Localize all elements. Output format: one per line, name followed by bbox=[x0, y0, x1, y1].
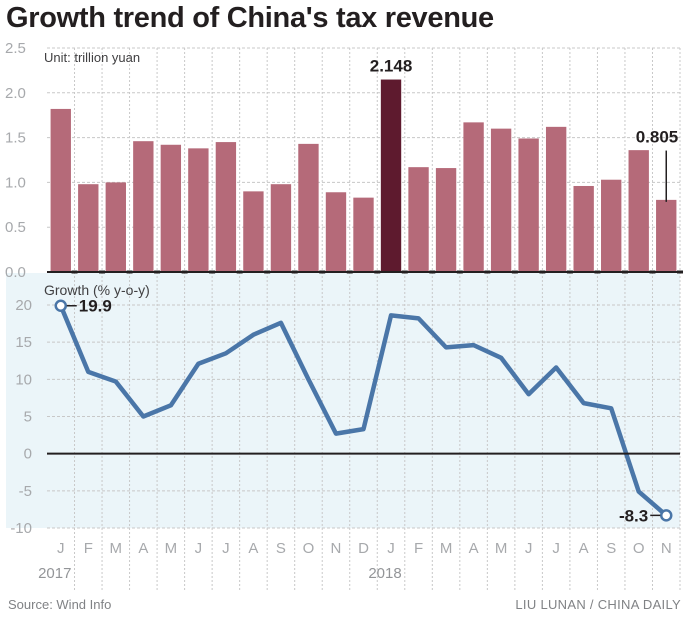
bar bbox=[545, 126, 567, 273]
x-month-label: A bbox=[138, 540, 148, 557]
x-year-label: 2018 bbox=[368, 565, 401, 582]
growth-label: Growth (% y-o-y) bbox=[44, 282, 150, 298]
x-month-label: M bbox=[495, 540, 508, 557]
unit-label: Unit: trillion yuan bbox=[44, 50, 140, 65]
x-month-label: M bbox=[110, 540, 123, 557]
bar bbox=[298, 143, 319, 272]
bar bbox=[78, 184, 99, 272]
bar bbox=[380, 79, 402, 272]
bar bbox=[656, 199, 677, 272]
x-month-label: D bbox=[358, 540, 369, 557]
x-month-label: M bbox=[440, 540, 453, 557]
bar-y-tick-label: 1.0 bbox=[5, 174, 26, 191]
growth-endpoint-marker bbox=[54, 299, 68, 312]
grid-layer bbox=[47, 47, 681, 590]
x-month-label: A bbox=[469, 540, 479, 557]
bar-y-tick-label: 2.0 bbox=[5, 85, 26, 102]
bar bbox=[215, 142, 237, 272]
bar bbox=[573, 185, 594, 272]
credit-note: LIU LUNAN / CHINA DAILY bbox=[515, 597, 681, 612]
x-month-label: N bbox=[661, 540, 672, 557]
bar bbox=[435, 168, 457, 272]
bar-y-tick-label: 2.5 bbox=[5, 40, 26, 57]
growth-panel-background bbox=[6, 273, 680, 528]
x-month-label: N bbox=[331, 540, 342, 557]
bar bbox=[50, 108, 71, 272]
bar-y-tick-label: 1.5 bbox=[5, 130, 26, 147]
bar bbox=[325, 192, 347, 272]
growth-y-tick-label: 20 bbox=[15, 297, 32, 314]
x-month-label: O bbox=[633, 540, 645, 557]
x-month-label: J bbox=[195, 540, 203, 557]
bar bbox=[188, 148, 209, 272]
x-month-label: J bbox=[387, 540, 395, 557]
bars-layer bbox=[50, 79, 677, 273]
x-year-label: 2017 bbox=[38, 565, 71, 582]
x-month-label: F bbox=[84, 540, 93, 557]
growth-y-tick-label: 5 bbox=[24, 409, 32, 426]
x-month-label: J bbox=[525, 540, 533, 557]
x-month-label: S bbox=[606, 540, 616, 557]
x-month-label: J bbox=[222, 540, 230, 557]
growth-line-layer bbox=[54, 299, 673, 522]
growth-y-tick-label: 10 bbox=[15, 371, 32, 388]
growth-panel bbox=[6, 273, 680, 528]
bar bbox=[105, 182, 126, 272]
x-month-label: A bbox=[579, 540, 589, 557]
growth-value-label: 19.9 bbox=[79, 297, 112, 316]
x-month-label: O bbox=[303, 540, 315, 557]
bar bbox=[601, 179, 622, 272]
axis-layer bbox=[47, 270, 683, 455]
bar bbox=[353, 197, 374, 272]
bar bbox=[243, 191, 264, 272]
bar bbox=[518, 138, 539, 272]
x-month-label: M bbox=[165, 540, 178, 557]
growth-endpoint-marker bbox=[659, 509, 673, 522]
growth-y-tick-label: -5 bbox=[19, 483, 32, 500]
bar bbox=[133, 141, 154, 272]
growth-y-tick-label: 0 bbox=[24, 446, 32, 463]
growth-y-tick-label: -10 bbox=[10, 520, 32, 537]
bar bbox=[408, 167, 429, 272]
label-layer: Unit: trillion yuan Growth (% y-o-y) 0.0… bbox=[5, 40, 678, 582]
x-month-label: A bbox=[248, 540, 258, 557]
growth-y-tick-label: 15 bbox=[15, 334, 32, 351]
bar-y-tick-label: 0.5 bbox=[5, 219, 26, 236]
x-month-label: J bbox=[552, 540, 560, 557]
bar bbox=[270, 184, 292, 272]
x-month-label: F bbox=[414, 540, 423, 557]
bar bbox=[160, 144, 182, 272]
bar-y-tick-label: 0.0 bbox=[5, 264, 26, 281]
bar-value-label: 2.148 bbox=[370, 57, 413, 76]
source-note: Source: Wind Info bbox=[8, 597, 112, 612]
bar bbox=[628, 150, 649, 272]
growth-value-label: -8.3 bbox=[619, 506, 648, 525]
x-month-label: S bbox=[276, 540, 286, 557]
bar bbox=[463, 122, 484, 272]
chart-title: Growth trend of China's tax revenue bbox=[6, 2, 494, 34]
bar bbox=[490, 128, 512, 272]
x-month-label: J bbox=[57, 540, 65, 557]
bar-value-label: 0.805 bbox=[636, 128, 679, 147]
